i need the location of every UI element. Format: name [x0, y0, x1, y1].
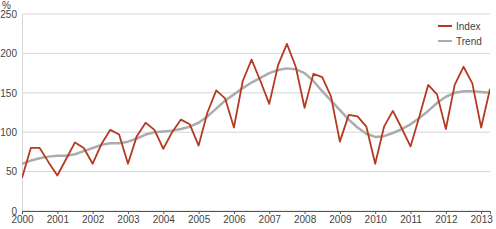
- x-tick-label: 2003: [117, 214, 140, 225]
- x-tick-label: 2010: [365, 214, 388, 225]
- y-tick: 200: [0, 48, 22, 59]
- x-tick: 2011: [400, 211, 422, 225]
- x-axis: 2000 2001 2002 2003 2004 2005 2006 2007 2008 2009…: [11, 211, 493, 225]
- legend-swatch: [438, 40, 452, 42]
- legend-swatch: [438, 25, 452, 27]
- y-tick-label: 150: [0, 88, 17, 99]
- x-tick-label: 2008: [294, 214, 317, 225]
- y-tick: 100: [0, 127, 22, 138]
- x-tick: 2005: [188, 211, 211, 225]
- x-tick: 2001: [47, 211, 70, 225]
- x-tick-label: 2013: [471, 214, 494, 225]
- plot-area: [22, 44, 490, 178]
- grid-line: [22, 92, 490, 93]
- x-tick: 2006: [223, 211, 246, 225]
- x-tick-label: 2009: [329, 214, 352, 225]
- x-tick-label: 2012: [435, 214, 458, 225]
- x-tick-label: 2004: [153, 214, 176, 225]
- x-tick: 2010: [365, 211, 388, 225]
- y-tick: 50: [6, 166, 22, 177]
- y-axis: 050100150200250: [0, 9, 22, 217]
- legend-label: Trend: [456, 36, 482, 47]
- x-tick-label: 2002: [82, 214, 105, 225]
- x-tick: 2002: [82, 211, 105, 225]
- y-axis-line: [22, 15, 23, 212]
- x-tick-label: 2001: [47, 214, 70, 225]
- grid-line: [22, 53, 490, 54]
- x-tick-label: 2007: [259, 214, 282, 225]
- x-tick-label: 2005: [188, 214, 211, 225]
- x-tick: 2004: [153, 211, 176, 225]
- x-tick: 2003: [117, 211, 140, 225]
- y-axis-label: %: [2, 0, 11, 11]
- grid-line: [22, 132, 490, 133]
- x-tick-label: 2000: [11, 214, 34, 225]
- y-tick: 150: [0, 88, 22, 99]
- x-tick-label: 2011: [400, 214, 422, 225]
- x-tick: 2007: [259, 211, 282, 225]
- x-tick: 2013: [471, 211, 494, 225]
- chart: 0501001502002502000200120022003200420052…: [0, 0, 496, 229]
- legend-label: Index: [456, 21, 480, 32]
- series-line: [22, 44, 490, 178]
- grid: [22, 14, 490, 211]
- y-tick-label: 200: [0, 48, 17, 59]
- y-tick-label: 50: [6, 166, 18, 177]
- grid-line: [22, 14, 490, 15]
- x-tick-label: 2006: [223, 214, 246, 225]
- x-tick: 2012: [435, 211, 458, 225]
- x-tick: 2008: [294, 211, 317, 225]
- x-tick: 2009: [329, 211, 352, 225]
- y-tick-label: 100: [0, 127, 17, 138]
- grid-line: [22, 171, 490, 172]
- x-tick: 2000: [11, 211, 34, 225]
- legend: Index Trend: [438, 21, 482, 47]
